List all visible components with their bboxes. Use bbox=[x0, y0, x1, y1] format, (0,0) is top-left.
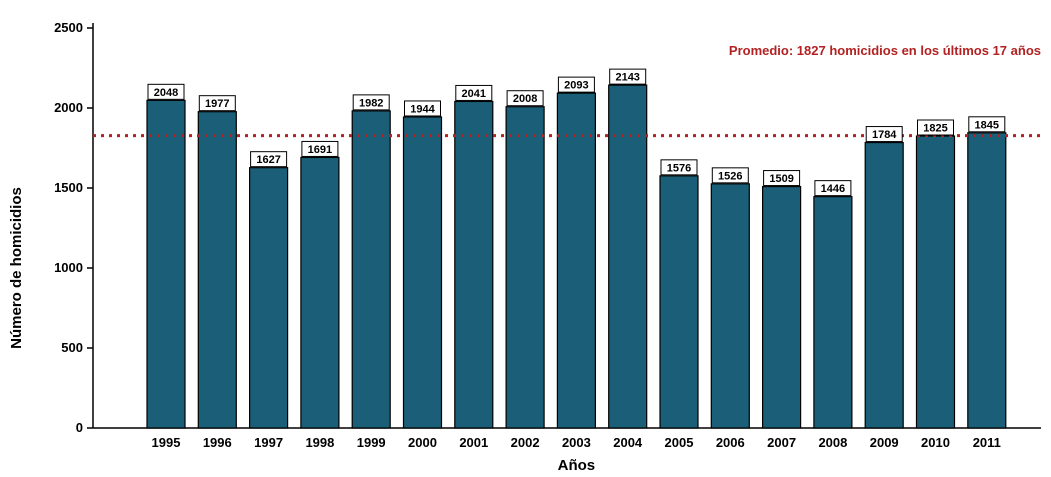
x-tick-label-2011: 2011 bbox=[973, 435, 1001, 450]
data-label-2005: 1576 bbox=[660, 159, 698, 176]
x-tick-label-2010: 2010 bbox=[921, 435, 950, 450]
data-label-1999: 1982 bbox=[352, 94, 390, 111]
data-label-text: 1627 bbox=[256, 154, 280, 166]
data-label-box bbox=[711, 167, 749, 184]
data-labels-group: 2048 1977 1627 1691 1982 1944 2041 2008 2093 2143… bbox=[147, 68, 1006, 197]
data-label-2003: 2093 bbox=[557, 76, 595, 93]
bar-1998 bbox=[300, 156, 340, 429]
x-tick-label-2004: 2004 bbox=[613, 435, 643, 450]
x-tick-label-1996: 1996 bbox=[203, 435, 232, 450]
y-axis-title: Número de homicidios bbox=[8, 187, 25, 349]
bar-1999 bbox=[351, 110, 391, 429]
data-label-2002: 2008 bbox=[506, 90, 544, 107]
data-label-text: 1982 bbox=[359, 97, 383, 109]
data-label-text: 1509 bbox=[769, 173, 793, 185]
y-tick-label: 1000 bbox=[54, 260, 83, 275]
average-reference-label: Promedio: 1827 homicidios en los últimos… bbox=[729, 43, 1041, 58]
data-label-box bbox=[814, 180, 852, 197]
bar-1997 bbox=[249, 167, 289, 429]
y-tick-label: 500 bbox=[61, 340, 83, 355]
data-label-1995: 2048 bbox=[147, 83, 185, 100]
data-label-text: 1576 bbox=[667, 162, 691, 174]
data-label-2009: 1784 bbox=[865, 126, 903, 143]
x-tick-label-2003: 2003 bbox=[562, 435, 591, 450]
data-label-2006: 1526 bbox=[711, 167, 749, 184]
x-tick-label-1997: 1997 bbox=[254, 435, 283, 450]
data-label-1997: 1627 bbox=[250, 151, 288, 168]
bar-2001 bbox=[454, 100, 494, 429]
y-axis-ticks: 0 500 1000 1500 2000 2500 bbox=[54, 20, 93, 435]
bar-2011 bbox=[967, 132, 1007, 429]
x-tick-label-2009: 2009 bbox=[870, 435, 899, 450]
data-label-box bbox=[404, 100, 441, 117]
bar-2004 bbox=[608, 84, 648, 429]
data-label-box bbox=[455, 84, 493, 101]
data-label-box bbox=[147, 83, 185, 100]
data-label-1996: 1977 bbox=[198, 95, 236, 112]
bar-2008 bbox=[813, 196, 853, 429]
data-label-2000: 1944 bbox=[404, 100, 441, 117]
bar-2010 bbox=[915, 135, 956, 429]
data-label-box bbox=[917, 119, 954, 136]
bar-2000 bbox=[402, 116, 443, 429]
data-label-text: 1977 bbox=[205, 98, 229, 110]
data-label-text: 2093 bbox=[564, 80, 588, 92]
data-label-text: 2048 bbox=[154, 87, 178, 99]
x-tick-label-1999: 1999 bbox=[357, 435, 386, 450]
bars-group bbox=[146, 84, 1007, 429]
data-label-2008: 1446 bbox=[814, 180, 852, 197]
bar-1996 bbox=[197, 111, 237, 429]
data-label-text: 2041 bbox=[462, 88, 486, 100]
data-label-box bbox=[557, 76, 595, 93]
x-tick-label-2008: 2008 bbox=[818, 435, 847, 450]
y-tick-label: 1500 bbox=[54, 180, 83, 195]
data-label-box bbox=[352, 94, 390, 111]
data-label-box bbox=[968, 116, 1006, 133]
x-axis-ticks: 1995 1996 1997 1998 1999 2000 2001 2002 2003 2004… bbox=[152, 435, 1001, 450]
data-label-text: 1526 bbox=[718, 170, 742, 182]
data-label-box bbox=[609, 68, 647, 85]
x-tick-label-2001: 2001 bbox=[459, 435, 488, 450]
data-label-text: 1784 bbox=[872, 129, 897, 141]
data-label-text: 1845 bbox=[975, 119, 999, 131]
data-label-box bbox=[506, 90, 544, 107]
data-label-box bbox=[865, 126, 903, 143]
data-label-2001: 2041 bbox=[455, 84, 493, 101]
x-tick-label-1998: 1998 bbox=[305, 435, 334, 450]
x-tick-label-1995: 1995 bbox=[152, 435, 181, 450]
y-tick-label: 2500 bbox=[54, 20, 83, 35]
bar-2007 bbox=[761, 185, 802, 429]
data-label-box bbox=[660, 159, 698, 176]
data-label-text: 2143 bbox=[615, 72, 639, 84]
data-label-1998: 1691 bbox=[301, 140, 339, 157]
bar-2006 bbox=[710, 183, 750, 429]
data-label-box bbox=[198, 95, 236, 112]
y-tick-label: 0 bbox=[76, 420, 83, 435]
data-label-2004: 2143 bbox=[609, 68, 647, 85]
x-tick-label-2006: 2006 bbox=[716, 435, 745, 450]
data-label-2010: 1825 bbox=[917, 119, 954, 136]
bar-2009 bbox=[864, 141, 904, 429]
data-label-box bbox=[763, 170, 801, 187]
x-tick-label-2000: 2000 bbox=[408, 435, 437, 450]
x-tick-label-2002: 2002 bbox=[511, 435, 540, 450]
data-label-text: 1944 bbox=[410, 103, 435, 115]
data-label-text: 1825 bbox=[923, 123, 947, 135]
bar-2005 bbox=[659, 175, 699, 429]
x-axis-title: Años bbox=[558, 457, 596, 474]
y-tick-label: 2000 bbox=[54, 100, 83, 115]
bar-1995 bbox=[146, 99, 186, 429]
x-tick-label-2005: 2005 bbox=[665, 435, 694, 450]
data-label-text: 2008 bbox=[513, 93, 537, 105]
data-label-box bbox=[250, 151, 288, 168]
data-label-text: 1446 bbox=[821, 183, 845, 195]
bar-2002 bbox=[505, 106, 545, 429]
data-label-text: 1691 bbox=[308, 144, 332, 156]
x-tick-label-2007: 2007 bbox=[767, 435, 796, 450]
data-label-box bbox=[301, 140, 339, 157]
bar-2003 bbox=[556, 92, 597, 429]
data-label-2007: 1509 bbox=[763, 170, 801, 187]
data-label-2011: 1845 bbox=[968, 116, 1006, 133]
